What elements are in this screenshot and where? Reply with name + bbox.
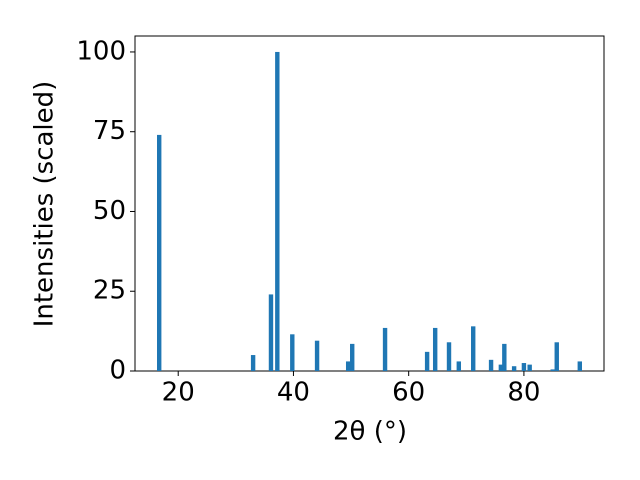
y-axis-label: Intensities (scaled) xyxy=(30,81,60,328)
bar xyxy=(488,359,494,371)
bar xyxy=(268,294,274,371)
y-tick-label: 0 xyxy=(109,356,126,386)
y-tick-label: 75 xyxy=(93,116,126,146)
x-tick-label: 20 xyxy=(162,378,195,408)
bar xyxy=(554,342,559,371)
bar xyxy=(446,342,452,371)
bar xyxy=(502,343,507,371)
bar xyxy=(314,340,320,371)
bar xyxy=(275,51,280,371)
x-tick-label: 80 xyxy=(507,378,540,408)
bar xyxy=(424,351,430,371)
bar xyxy=(527,364,532,371)
y-tick-label: 50 xyxy=(93,196,126,226)
bar xyxy=(250,355,256,371)
y-tick-label: 25 xyxy=(93,276,126,306)
x-axis-label: 2θ (°) xyxy=(333,417,407,447)
bar xyxy=(382,327,388,371)
y-tick-label: 100 xyxy=(76,36,126,66)
bar xyxy=(432,327,438,371)
bar xyxy=(290,334,295,371)
bar xyxy=(521,363,527,371)
x-tick-label: 40 xyxy=(277,378,310,408)
x-tick-label: 60 xyxy=(392,378,425,408)
bar xyxy=(156,134,162,371)
bar xyxy=(577,361,583,371)
bar xyxy=(498,364,504,371)
bar xyxy=(350,343,355,371)
bar xyxy=(550,369,555,371)
bar xyxy=(471,326,476,371)
plot-frame xyxy=(134,35,605,372)
bar xyxy=(345,361,351,371)
bar xyxy=(456,361,462,371)
bar xyxy=(511,366,517,371)
